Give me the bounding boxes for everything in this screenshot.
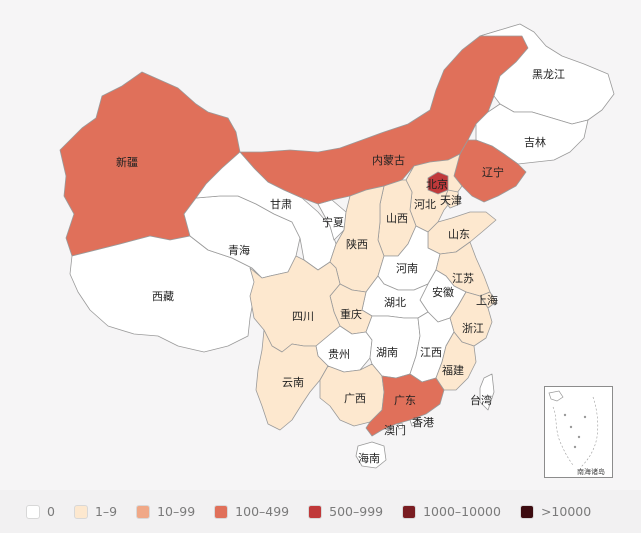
legend-label: >10000 bbox=[540, 504, 592, 519]
label-xinjiang: 新疆 bbox=[116, 155, 138, 169]
label-shaanxi: 陕西 bbox=[346, 237, 368, 251]
province-hongkong[interactable] bbox=[409, 417, 419, 427]
legend-item[interactable]: 10–99 bbox=[136, 504, 195, 519]
label-liaoning: 辽宁 bbox=[482, 165, 504, 179]
label-anhui: 安徽 bbox=[432, 285, 454, 299]
label-jilin: 吉林 bbox=[524, 135, 546, 149]
label-shanghai: 上海 bbox=[476, 293, 498, 307]
legend-item[interactable]: 500–999 bbox=[308, 504, 383, 519]
legend-label: 500–999 bbox=[329, 504, 384, 519]
label-neimenggu: 内蒙古 bbox=[372, 153, 405, 167]
label-hunan: 湖南 bbox=[376, 346, 398, 359]
legend-swatch bbox=[308, 504, 323, 519]
label-guangxi: 广西 bbox=[344, 392, 366, 405]
legend-item[interactable]: 1–9 bbox=[73, 504, 118, 519]
label-gansu: 甘肃 bbox=[270, 198, 292, 211]
inset-islands bbox=[548, 390, 599, 468]
label-heilongjiang: 黑龙江 bbox=[532, 68, 565, 81]
legend: 0 1–9 10–99 100–499 500–999 1000–10000 >10000 bbox=[0, 490, 641, 533]
label-ningxia: 宁夏 bbox=[322, 215, 344, 229]
label-sichuan: 四川 bbox=[292, 310, 314, 323]
province-taiwan[interactable] bbox=[479, 373, 495, 411]
label-beijing: 北京 bbox=[426, 177, 448, 191]
legend-label: 1000–10000 bbox=[423, 504, 501, 519]
china-map: 黑龙江 吉林 辽宁 内蒙古 北京 天津 河北 新疆 甘肃 宁夏 山西 山东 青海… bbox=[59, 23, 615, 469]
inset-label: 南海诸岛 bbox=[577, 468, 605, 476]
label-zhejiang: 浙江 bbox=[462, 322, 484, 335]
province-hainan[interactable] bbox=[355, 441, 387, 469]
legend-item[interactable]: 100–499 bbox=[214, 504, 289, 519]
label-qinghai: 青海 bbox=[228, 243, 250, 257]
label-hebei: 河北 bbox=[414, 198, 436, 211]
legend-label: 1–9 bbox=[94, 504, 118, 519]
label-shanxi: 山西 bbox=[386, 212, 408, 225]
label-jiangxi: 江西 bbox=[420, 346, 442, 359]
legend-label: 100–499 bbox=[235, 504, 290, 519]
legend-swatch bbox=[73, 504, 88, 519]
legend-swatch bbox=[214, 504, 229, 519]
legend-swatch bbox=[26, 504, 40, 519]
label-taiwan: 台湾 bbox=[470, 393, 492, 407]
label-hainan: 海南 bbox=[358, 451, 380, 465]
legend-item[interactable]: >10000 bbox=[519, 504, 592, 519]
province-fujian[interactable] bbox=[435, 331, 477, 391]
legend-label: 10–99 bbox=[157, 504, 196, 519]
label-shandong: 山东 bbox=[448, 228, 470, 241]
label-yunnan: 云南 bbox=[282, 376, 304, 389]
label-tianjin: 天津 bbox=[440, 194, 462, 207]
legend-swatch bbox=[136, 504, 151, 519]
province-macau[interactable] bbox=[397, 422, 404, 430]
province-xizang[interactable] bbox=[69, 235, 263, 353]
label-henan: 河南 bbox=[396, 262, 418, 275]
province-sichuan[interactable] bbox=[249, 255, 341, 353]
legend-item[interactable]: 0 bbox=[26, 504, 55, 519]
label-chongqing: 重庆 bbox=[340, 307, 362, 321]
legend-label: 0 bbox=[47, 504, 55, 519]
label-fujian: 福建 bbox=[442, 363, 464, 377]
label-hongkong: 香港 bbox=[412, 416, 434, 429]
label-macau: 澳门 bbox=[384, 423, 406, 437]
label-jiangsu: 江苏 bbox=[452, 272, 474, 285]
province-tianjin[interactable] bbox=[443, 189, 461, 209]
label-xizang: 西藏 bbox=[152, 290, 174, 303]
legend-item[interactable]: 1000–10000 bbox=[402, 504, 501, 519]
label-hubei: 湖北 bbox=[384, 296, 406, 309]
province-liaoning[interactable] bbox=[453, 139, 527, 203]
province-yunnan[interactable] bbox=[255, 329, 329, 431]
label-guangdong: 广东 bbox=[394, 394, 416, 407]
label-guizhou: 贵州 bbox=[328, 348, 350, 361]
legend-swatch bbox=[402, 504, 417, 519]
legend-swatch bbox=[519, 504, 534, 519]
south-china-sea-inset: 南海诸岛 bbox=[544, 386, 613, 478]
